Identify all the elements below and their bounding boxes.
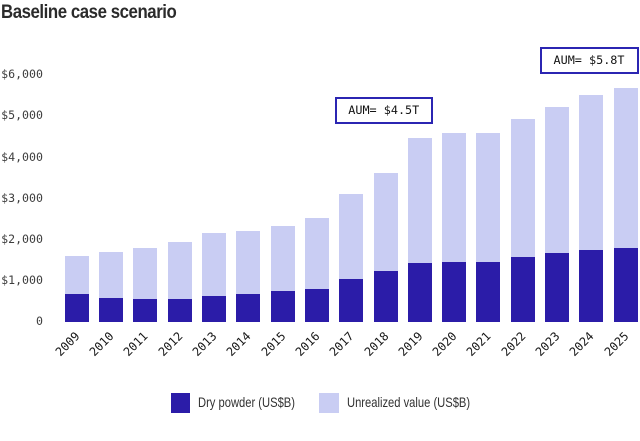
bar-2022-unrealized-segment — [510, 119, 535, 258]
bar-2025-dry-powder-segment — [613, 247, 638, 322]
bar-2010-unrealized-segment — [99, 252, 124, 299]
bar-2013-dry-powder-segment — [202, 295, 226, 322]
bar-2014 — [236, 231, 261, 322]
bar-2023-dry-powder-segment — [545, 252, 569, 322]
bar-2009-dry-powder-segment — [64, 293, 89, 322]
bar-2016-dry-powder-segment — [304, 289, 329, 322]
bar-2020-dry-powder-segment — [442, 261, 467, 322]
bar-2022-dry-powder-segment — [510, 257, 535, 322]
bar-2016-unrealized-segment — [304, 217, 329, 290]
bar-2015-dry-powder-segment — [270, 291, 295, 322]
bar-2012 — [167, 242, 192, 322]
bar-2015-unrealized-segment — [270, 226, 295, 292]
legend-swatch-unrealized — [319, 393, 339, 413]
annotation-aum-5-8t: AUM= $5.8T — [539, 47, 639, 74]
bar-2017-unrealized-segment — [339, 194, 364, 279]
bar-2013-unrealized-segment — [202, 233, 226, 296]
bar-2012-dry-powder-segment — [167, 298, 192, 322]
bar-2018 — [373, 172, 398, 322]
bar-2013 — [202, 233, 226, 322]
bar-2019-dry-powder-segment — [407, 263, 432, 322]
bar-2021-dry-powder-segment — [476, 261, 501, 322]
bar-2025-unrealized-segment — [613, 87, 638, 248]
bar-2019-unrealized-segment — [407, 137, 432, 264]
bar-2016 — [304, 217, 329, 322]
legend-label-unrealized: Unrealized value (US$B) — [347, 394, 471, 410]
bar-2025 — [613, 87, 638, 322]
bar-2010 — [99, 252, 124, 322]
chart-title: Baseline case scenario — [1, 2, 177, 23]
bar-2015 — [270, 226, 295, 322]
bar-2011 — [133, 247, 158, 322]
annotation-aum-5-8t-label: AUM= $5.8T — [553, 53, 625, 68]
annotation-aum-4-5t-label: AUM= $4.5T — [348, 103, 420, 118]
bar-2014-unrealized-segment — [236, 231, 261, 295]
bar-2009 — [64, 256, 89, 322]
legend-label-dry-powder: Dry powder (US$B) — [197, 394, 295, 410]
bar-2012-unrealized-segment — [167, 242, 192, 299]
bar-2020-unrealized-segment — [442, 132, 467, 262]
bar-2017 — [339, 194, 364, 322]
bar-2021 — [476, 132, 501, 322]
bar-2018-dry-powder-segment — [373, 270, 398, 322]
bar-2022 — [510, 119, 535, 322]
annotation-aum-4-5t: AUM= $4.5T — [334, 97, 433, 124]
bar-2021-unrealized-segment — [476, 132, 501, 262]
bar-2010-dry-powder-segment — [99, 298, 124, 322]
bar-2023 — [545, 106, 569, 322]
bar-2019 — [407, 137, 432, 322]
bar-2020 — [442, 132, 467, 322]
bar-2018-unrealized-segment — [373, 172, 398, 271]
bar-2024 — [579, 94, 604, 322]
legend-swatch-dry-powder — [170, 393, 191, 413]
bar-2017-dry-powder-segment — [339, 278, 364, 322]
bar-2024-dry-powder-segment — [579, 249, 604, 322]
bar-2023-unrealized-segment — [545, 106, 569, 253]
bar-2011-unrealized-segment — [133, 247, 158, 299]
bar-2014-dry-powder-segment — [236, 294, 261, 322]
bar-2011-dry-powder-segment — [133, 298, 158, 322]
bar-2024-unrealized-segment — [579, 94, 604, 250]
bar-2009-unrealized-segment — [64, 256, 89, 294]
